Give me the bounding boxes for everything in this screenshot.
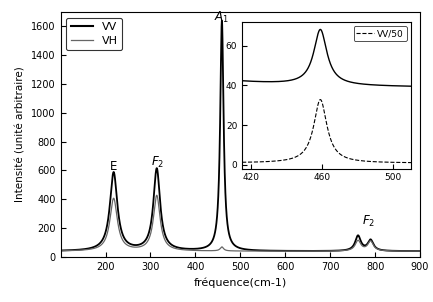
Text: E: E <box>110 160 117 173</box>
VV <box>58 249 63 252</box>
VH <box>188 249 194 252</box>
Legend: VV, VH: VV, VH <box>66 18 122 50</box>
VH <box>344 249 349 252</box>
VV <box>76 248 81 252</box>
VV <box>324 249 330 253</box>
Line: VH: VH <box>61 195 420 251</box>
VH <box>417 249 423 253</box>
VH <box>286 249 291 253</box>
VH <box>324 249 330 253</box>
VV <box>188 247 193 251</box>
VH <box>154 194 159 197</box>
VV <box>344 248 349 252</box>
Text: $A_1$: $A_1$ <box>214 10 229 25</box>
X-axis label: fréquence(cm-1): fréquence(cm-1) <box>194 277 287 288</box>
VH <box>271 249 276 253</box>
Text: $F_2$: $F_2$ <box>151 155 164 170</box>
Text: $F_2$: $F_2$ <box>362 214 375 229</box>
VV <box>286 249 291 253</box>
Y-axis label: Intensité (unité arbitraire): Intensité (unité arbitraire) <box>16 66 26 202</box>
VH <box>58 249 63 252</box>
VV <box>220 19 225 22</box>
VH <box>76 249 81 252</box>
VV <box>271 249 276 252</box>
Line: VV: VV <box>61 21 420 251</box>
VV <box>417 249 423 253</box>
